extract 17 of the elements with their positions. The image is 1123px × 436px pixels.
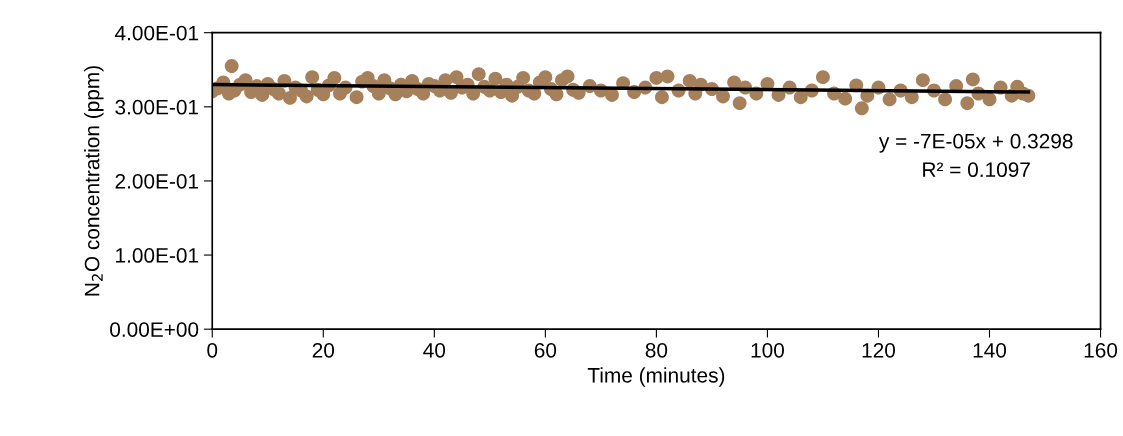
x-tick-label: 160 [1084, 342, 1118, 358]
y-tick-label: 3.00E-01 [115, 99, 199, 115]
x-tick-label: 140 [973, 342, 1007, 358]
y-tick-label: 4.00E-01 [114, 25, 199, 41]
y-tick-label: 2.00E-01 [115, 173, 199, 189]
y-tick-label: 1.00E-01 [116, 248, 199, 263]
x-tick-label: 0 [207, 342, 218, 358]
y-axis-title: N$_{2}$O concentration (ppm) [84, 66, 104, 296]
annotation: y = -7E-05x + 0.3298 R² = 0.1097 [878, 133, 1073, 178]
x-tick-label: 60 [534, 342, 557, 358]
x-tick-label: 120 [862, 342, 896, 358]
x-tick-label: 100 [751, 342, 784, 358]
y-tick-label: 0.00E+00 [110, 322, 199, 337]
x-tick-label: 40 [423, 342, 446, 358]
x-tick-label: 80 [645, 342, 668, 358]
x-tick-label: 20 [312, 342, 335, 358]
x-axis-title: Time (minutes) [587, 367, 725, 387]
